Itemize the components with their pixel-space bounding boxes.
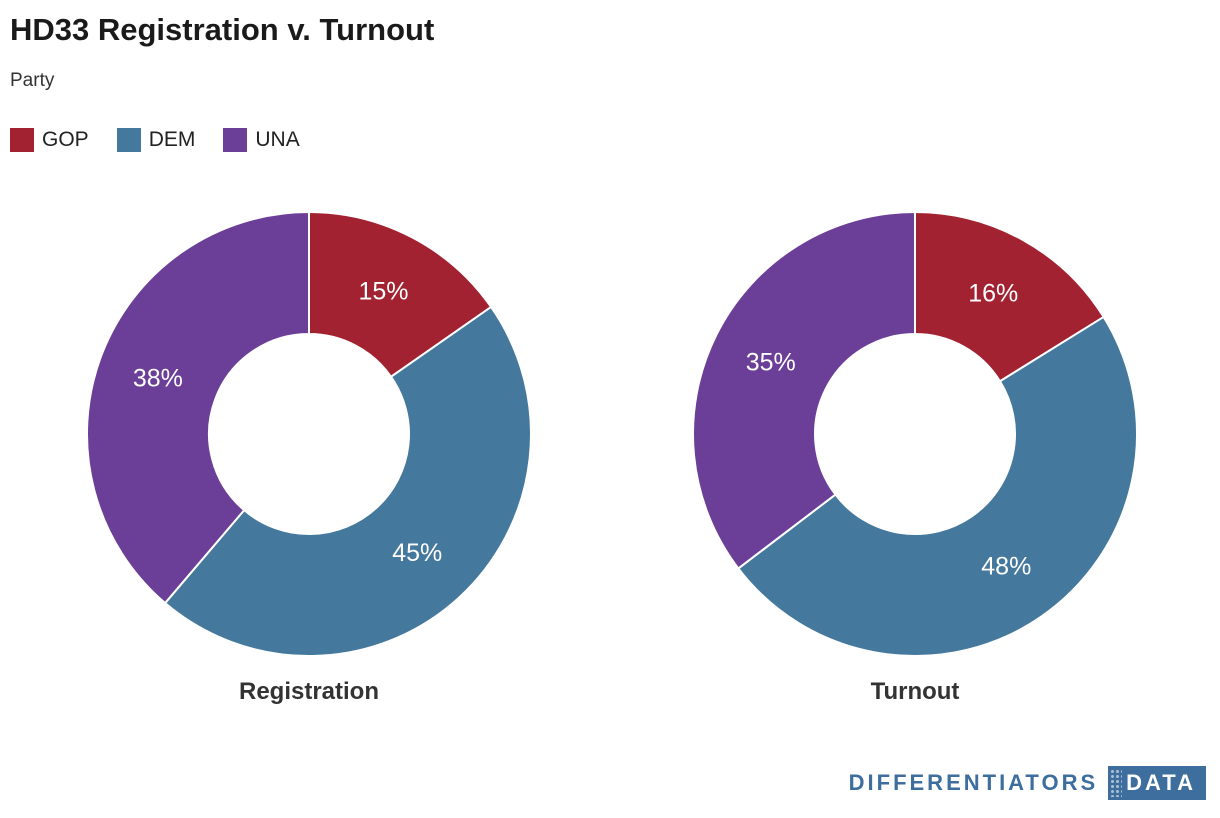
slice-label-turnout-dem: 48% bbox=[981, 553, 1031, 581]
legend-label-gop: GOP bbox=[42, 128, 89, 151]
figure-caption-turnout: Turnout bbox=[870, 678, 960, 705]
slice-registration-gop[interactable] bbox=[308, 210, 493, 379]
legend-swatch-dem bbox=[116, 128, 141, 152]
slice-turnout-dem[interactable] bbox=[736, 315, 1138, 657]
legend-label-una: UNA bbox=[255, 128, 300, 151]
slice-label-registration-gop: 15% bbox=[358, 277, 408, 305]
legend-swatch-una bbox=[223, 128, 248, 152]
legend-item-dem[interactable]: DEM bbox=[116, 128, 196, 152]
chart-legend: GOP DEM UNA bbox=[10, 128, 300, 152]
legend-item-una[interactable]: UNA bbox=[223, 128, 300, 152]
slice-label-turnout-gop: 16% bbox=[968, 279, 1018, 307]
donut-chart-turnout: 16% 48% 35% bbox=[692, 210, 1138, 657]
figure-turnout: 16% 48% 35% Turnout bbox=[689, 208, 1141, 706]
slice-label-registration-dem: 45% bbox=[392, 539, 442, 567]
legend-label-dem: DEM bbox=[148, 128, 196, 151]
slice-turnout-gop[interactable] bbox=[914, 210, 1106, 383]
donut-chart-registration: 15% 45% 38% bbox=[86, 210, 532, 657]
chart-subtitle: Party bbox=[10, 70, 55, 91]
page-title: HD33 Registration v. Turnout bbox=[10, 12, 435, 47]
figure-registration: 15% 45% 38% Registration bbox=[83, 208, 535, 706]
branding-product-badge: DATA bbox=[1108, 766, 1206, 800]
figure-caption-registration: Registration bbox=[238, 678, 379, 705]
branding-logo: DIFFERENTIATORS DATA bbox=[849, 766, 1206, 800]
legend-swatch-gop bbox=[10, 128, 34, 152]
slice-label-turnout-una: 35% bbox=[746, 349, 796, 377]
slice-registration-una[interactable] bbox=[86, 210, 310, 605]
branding-name: DIFFERENTIATORS bbox=[848, 770, 1099, 795]
slice-registration-dem[interactable] bbox=[163, 305, 532, 657]
slice-label-registration-una: 38% bbox=[133, 364, 183, 392]
legend-item-gop[interactable]: GOP bbox=[10, 128, 89, 152]
slice-turnout-una[interactable] bbox=[692, 210, 916, 570]
